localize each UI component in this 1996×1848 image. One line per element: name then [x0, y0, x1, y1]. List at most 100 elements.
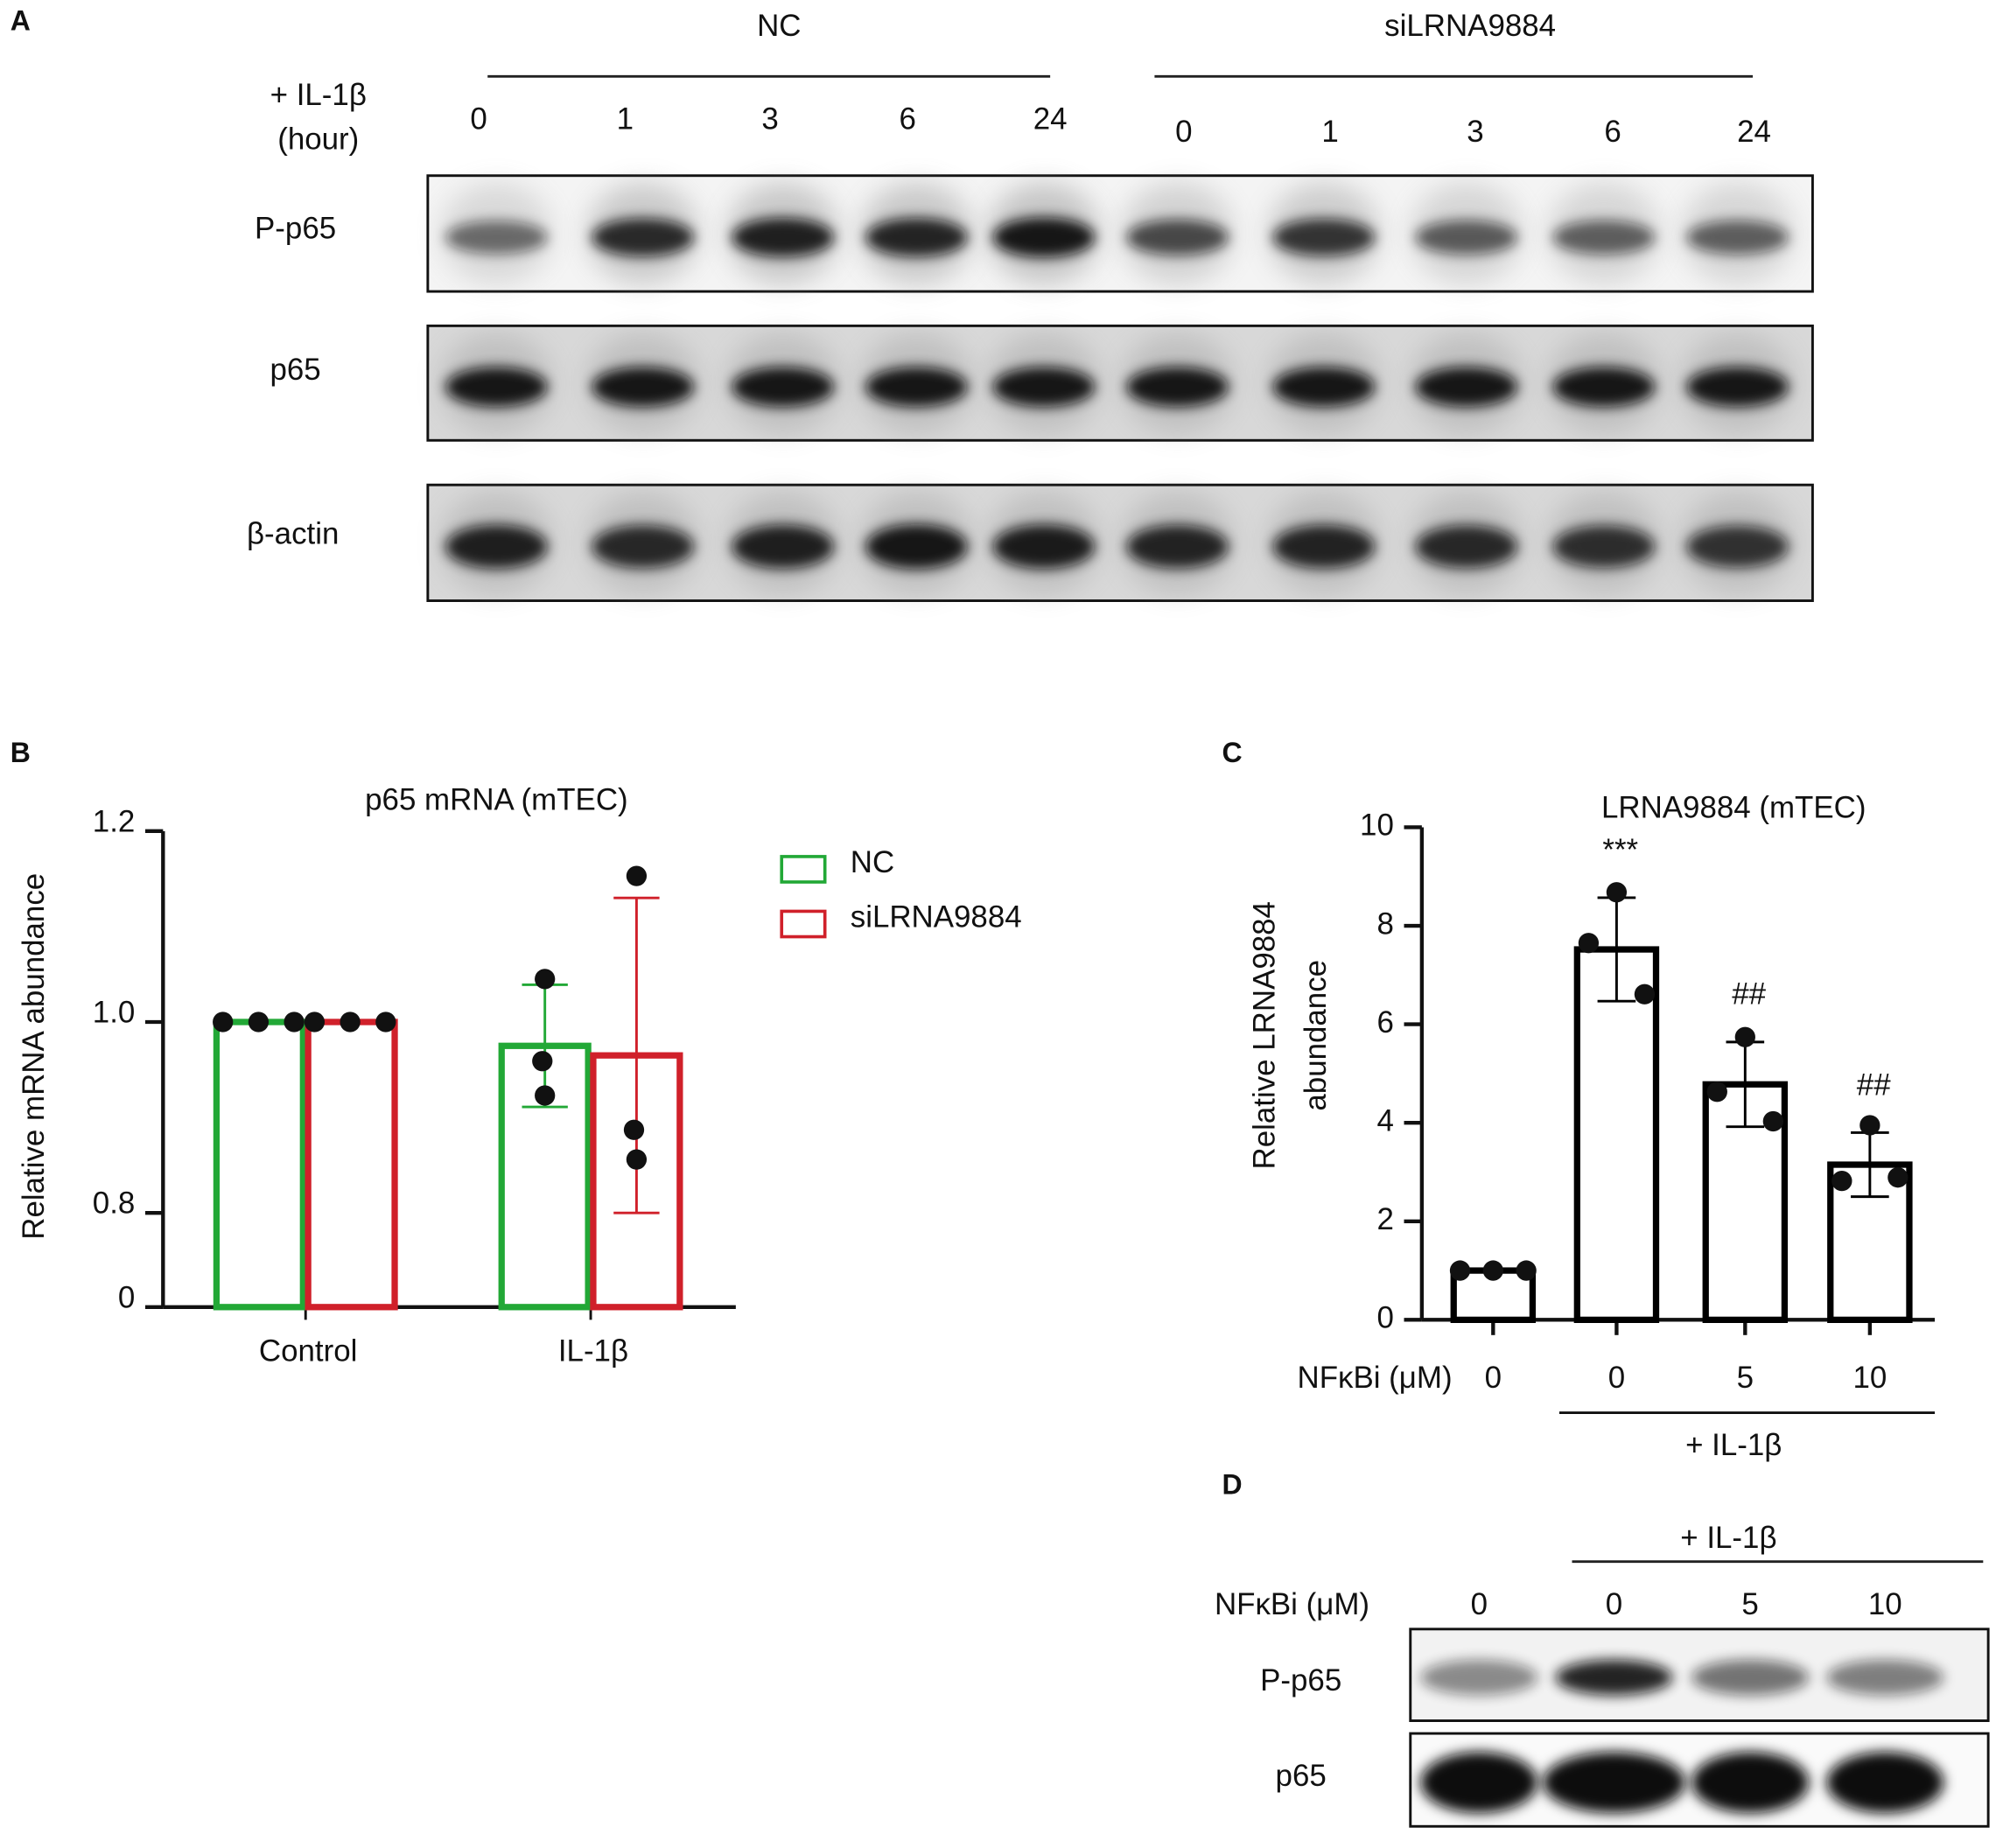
band: [732, 524, 834, 569]
y-axis-label: abundance: [1299, 960, 1333, 1111]
legend-label: siLRNA9884: [851, 900, 1022, 934]
time-label: 6: [1604, 115, 1621, 149]
band: [865, 367, 968, 407]
time-label: 1: [1321, 115, 1338, 149]
dose: 10: [1868, 1587, 1902, 1621]
y-tick-label: 6: [1376, 1005, 1393, 1040]
time-label: 1: [617, 102, 634, 136]
data-point: [535, 1085, 556, 1106]
legend-swatch: [780, 855, 827, 884]
data-point: [532, 1051, 553, 1072]
band: [592, 218, 694, 257]
x-tick-label: 10: [1852, 1361, 1887, 1395]
blot-bands: [440, 492, 1794, 593]
y-tick-label: 8: [1376, 906, 1393, 941]
dose: 0: [1606, 1587, 1622, 1621]
unit-label: (hour): [277, 122, 359, 157]
y-tick-label: 0: [118, 1280, 135, 1314]
data-point: [1516, 1260, 1537, 1281]
legend-swatch: [780, 909, 827, 939]
data-point: [623, 1119, 645, 1140]
time-label: 3: [1467, 115, 1483, 149]
row-label: P-p65: [255, 211, 336, 245]
band: [1420, 1752, 1538, 1813]
x-tick-label: 0: [1608, 1361, 1625, 1395]
band: [1543, 1752, 1685, 1813]
data-point: [304, 1012, 326, 1032]
legend-label: NC: [851, 845, 894, 879]
band: [1415, 367, 1517, 407]
y-tick-label: 1.2: [93, 804, 136, 838]
band: [445, 367, 548, 407]
row-label: p65: [270, 353, 320, 387]
band: [992, 524, 1096, 570]
x-tick-label: Control: [259, 1334, 357, 1368]
band: [1552, 220, 1656, 255]
y-tick-label: 0.8: [93, 1186, 136, 1221]
band: [1826, 1659, 1944, 1696]
panel-letter: B: [11, 737, 31, 768]
bar: [1573, 946, 1660, 1323]
band: [445, 524, 548, 569]
data-point: [213, 1012, 234, 1032]
band: [1272, 367, 1376, 407]
data-point: [375, 1012, 396, 1032]
data-point: [626, 865, 648, 886]
band: [1126, 524, 1229, 569]
treatment-label: + IL-1β: [1680, 1521, 1776, 1555]
data-point: [1634, 984, 1656, 1004]
x-tick-label: 5: [1737, 1361, 1754, 1395]
blot-bands: [440, 333, 1794, 433]
band: [592, 525, 694, 569]
data-point: [1859, 1115, 1880, 1136]
panel-letter: D: [1222, 1468, 1243, 1500]
time-label: 0: [1175, 115, 1192, 149]
band: [992, 217, 1096, 258]
data-point: [1734, 1026, 1755, 1047]
band: [1272, 218, 1376, 256]
band: [1415, 220, 1517, 256]
data-point: [1762, 1110, 1783, 1132]
band: [1555, 1659, 1673, 1696]
y-axis-label: Relative LRNA9884: [1248, 901, 1282, 1169]
dose-label: NFκBi (μM): [1215, 1587, 1369, 1621]
data-point: [626, 1149, 648, 1170]
time-label: 24: [1737, 115, 1771, 149]
treatment-label: + IL-1β: [270, 78, 367, 112]
annotation: ##: [1732, 977, 1766, 1012]
bar: [305, 1018, 398, 1311]
data-point: [284, 1012, 305, 1032]
data-point: [1578, 933, 1600, 954]
band: [1686, 220, 1789, 255]
chart-title: LRNA9884 (mTEC): [1601, 790, 1866, 824]
data-point: [340, 1012, 361, 1032]
band: [1691, 1659, 1810, 1696]
y-tick-label: 4: [1376, 1103, 1393, 1138]
time-label: 0: [470, 102, 487, 136]
annotation: ##: [1857, 1068, 1891, 1102]
y-axis-label: Relative mRNA abundance: [17, 873, 51, 1240]
bar: [213, 1018, 306, 1311]
panel-letter: A: [11, 5, 31, 37]
row-label: P-p65: [1260, 1663, 1341, 1698]
band: [445, 220, 548, 255]
chart-title: p65 mRNA (mTEC): [365, 783, 627, 817]
band: [1272, 524, 1376, 569]
row-label: p65: [1276, 1759, 1327, 1793]
band: [992, 367, 1096, 407]
data-point: [248, 1012, 270, 1032]
x-tick-label: 0: [1485, 1361, 1502, 1395]
band: [592, 367, 694, 407]
band: [1420, 1659, 1538, 1696]
data-point: [1831, 1170, 1852, 1192]
band: [1686, 525, 1789, 568]
group-label: siLRNA9884: [1384, 9, 1556, 43]
x-axis-label: NFκBi (μM): [1298, 1361, 1453, 1395]
x-tick-label: IL-1β: [558, 1334, 628, 1368]
y-tick-label: 10: [1360, 808, 1394, 843]
y-tick-label: 2: [1376, 1202, 1393, 1236]
blot-bands: [440, 183, 1794, 284]
band: [1552, 525, 1656, 569]
group-label: NC: [757, 9, 801, 43]
